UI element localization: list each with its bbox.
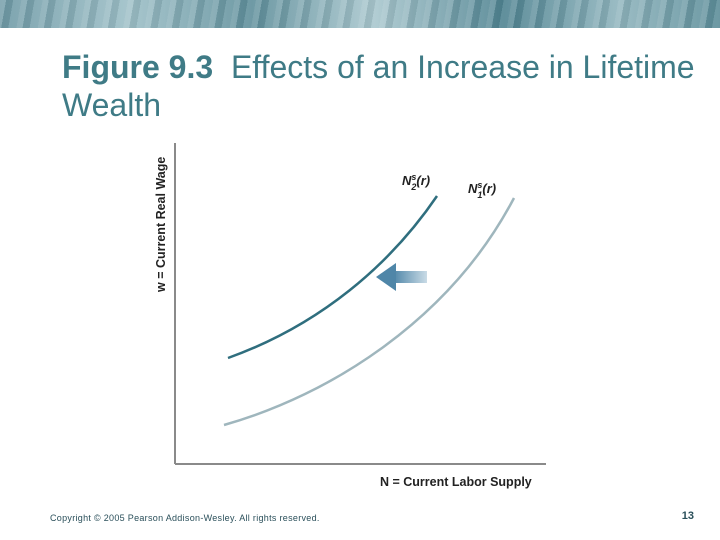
slide-title: Figure 9.3 Effects of an Increase in Lif… <box>62 48 702 124</box>
page-number: 13 <box>681 510 694 522</box>
y-axis-label: w = Current Real Wage <box>154 157 168 293</box>
copyright-footer: Copyright © 2005 Pearson Addison-Wesley.… <box>50 513 320 523</box>
figure-title: Effects of an Increase in Lifetime Wealt… <box>62 49 695 123</box>
header-banner <box>0 0 720 28</box>
curve-label-new: Ns 2(r) <box>402 172 430 192</box>
x-axis-label: N = Current Labor Supply <box>380 475 532 489</box>
curve-label-old: Ns 1(r) <box>468 180 496 200</box>
labor-supply-curve-old <box>223 197 516 427</box>
leftward-shift-arrow <box>376 263 427 291</box>
labor-supply-curve-new <box>227 195 439 360</box>
figure-number: Figure 9.3 <box>62 49 214 85</box>
